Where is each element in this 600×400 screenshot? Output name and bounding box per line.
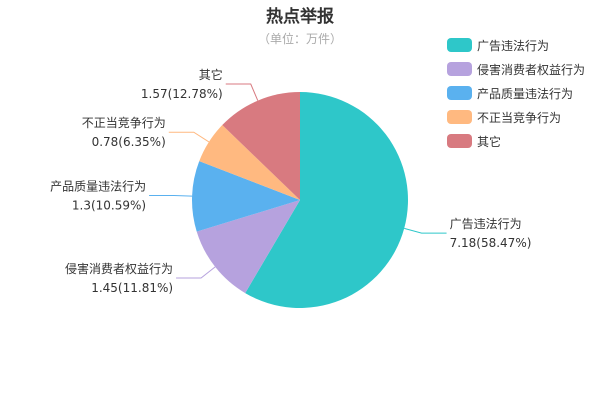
legend-label: 不正当竞争行为 (477, 110, 562, 125)
pie-slice[interactable] (222, 92, 300, 200)
slice-label-name: 不正当竞争行为 (82, 116, 166, 130)
pie-slice[interactable] (191, 161, 300, 232)
chart-title: 热点举报 (266, 7, 334, 27)
legend-swatch (447, 62, 472, 76)
label-line (225, 83, 259, 101)
legend-swatch (447, 86, 472, 100)
pie-slice[interactable] (196, 200, 300, 294)
slice-label-value: 7.18(58.47%) (450, 236, 532, 250)
slice-label-value: 1.3(10.59%) (72, 198, 146, 212)
label-line (149, 194, 193, 197)
legend: 广告违法行为侵害消费者权益行为 产品质量违法行为 不正当竞争行为 其它 (447, 33, 585, 153)
legend-label: 产品质量违法行为 (477, 86, 574, 101)
slice-label-value: 1.57(12.78%) (141, 87, 223, 101)
slice-label-name: 广告违法行为 (450, 217, 522, 231)
legend-item[interactable]: 不正当竞争行为 (447, 105, 585, 129)
pie-slice[interactable] (245, 92, 408, 308)
slice-label-name: 侵害消费者权益行为 (65, 261, 173, 276)
legend-label: 广告违法行为 (477, 38, 550, 53)
legend-label: 侵害消费者权益行为 (477, 62, 586, 77)
slice-label-value: 0.78(6.35%) (92, 135, 166, 149)
slice-label-value: 1.45(11.81%) (91, 281, 173, 295)
legend-label: 其它 (477, 134, 502, 149)
legend-item[interactable]: 广告违法行为 (447, 33, 585, 57)
legend-item[interactable]: 产品质量违法行为 (447, 81, 585, 105)
label-line (404, 227, 447, 234)
chart-subtitle: （单位：万件） (257, 32, 342, 46)
legend-item[interactable]: 其它 (447, 129, 585, 153)
legend-swatch (447, 110, 472, 124)
pie-slice[interactable] (199, 125, 300, 200)
label-line (176, 266, 216, 279)
legend-swatch (447, 134, 472, 148)
legend-swatch (447, 38, 472, 52)
legend-item[interactable]: 侵害消费者权益行为 (447, 57, 585, 81)
slice-label-name: 产品质量违法行为 (50, 179, 146, 193)
slice-label-name: 其它 (199, 67, 223, 82)
label-line (168, 131, 210, 143)
